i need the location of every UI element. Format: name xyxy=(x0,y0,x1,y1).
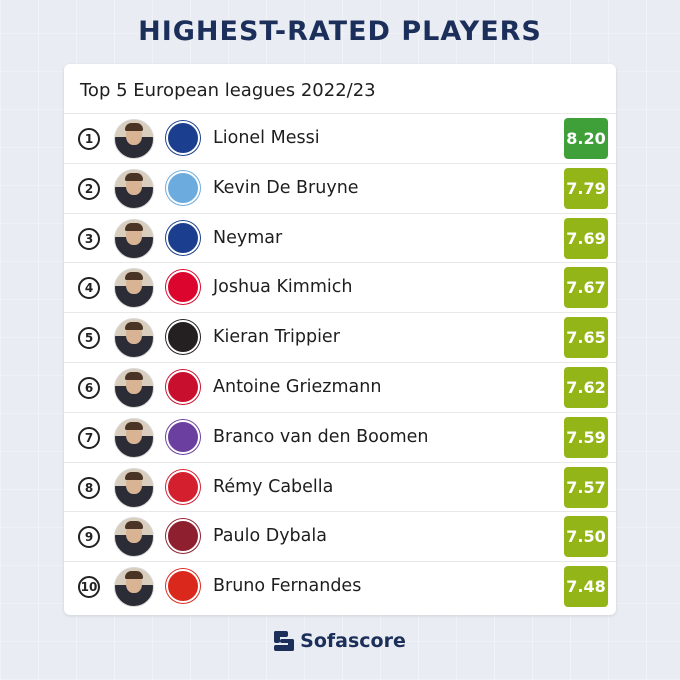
rating-badge: 7.59 xyxy=(564,416,608,458)
man-united-crest-icon xyxy=(166,569,200,604)
player-name: Kevin De Bruyne xyxy=(213,177,359,198)
rating-badge: 7.57 xyxy=(564,466,608,508)
player-row: 9 Paulo Dybala 7.50 xyxy=(64,511,616,561)
man-city-crest-icon xyxy=(166,170,200,205)
player-name: Joshua Kimmich xyxy=(213,277,353,298)
bayern-crest-icon xyxy=(166,270,200,305)
roma-crest-icon xyxy=(166,519,200,554)
ranking-card: Top 5 European leagues 2022/23 1 Lionel M… xyxy=(64,64,616,615)
psg-crest-icon xyxy=(166,220,200,255)
psg-crest-icon xyxy=(166,121,200,155)
player-avatar xyxy=(114,268,154,309)
player-row: 1 Lionel Messi 8.20 xyxy=(64,113,616,163)
lille-crest-icon xyxy=(166,469,200,504)
player-list: 1 Lionel Messi 8.20 2 Kevin De Bruyne 7.79 3 Ne… xyxy=(64,113,616,611)
player-row: 5 Kieran Trippier 7.65 xyxy=(64,312,616,362)
player-avatar xyxy=(114,467,154,508)
page-title: HIGHEST-RATED PLAYERS xyxy=(138,16,542,47)
player-name: Kieran Trippier xyxy=(213,327,340,348)
rank-badge: 10 xyxy=(78,576,100,599)
player-row: 2 Kevin De Bruyne 7.79 xyxy=(64,162,616,213)
sofascore-logo-icon xyxy=(274,631,295,651)
rating-badge: 7.48 xyxy=(564,566,608,608)
player-name: Rémy Cabella xyxy=(213,476,334,497)
card-subtitle: Top 5 European leagues 2022/23 xyxy=(80,80,376,101)
player-row: 6 Antoine Griezmann 7.62 xyxy=(64,361,616,412)
player-name: Neymar xyxy=(213,227,283,248)
footer: Sofascore xyxy=(0,630,680,652)
player-name: Antoine Griezmann xyxy=(213,376,382,397)
player-row: 7 Branco van den Boomen 7.59 xyxy=(64,411,616,462)
player-avatar xyxy=(114,517,154,558)
player-avatar xyxy=(114,367,154,408)
rating-badge: 7.50 xyxy=(564,516,608,558)
rating-badge: 8.20 xyxy=(564,118,608,159)
brand-name: Sofascore xyxy=(300,630,406,652)
player-avatar xyxy=(114,417,154,458)
atletico-crest-icon xyxy=(166,369,200,404)
rating-badge: 7.67 xyxy=(564,267,608,309)
rating-badge: 7.62 xyxy=(564,366,608,408)
player-name: Branco van den Boomen xyxy=(213,426,429,447)
player-avatar xyxy=(114,119,154,159)
player-row: 10 Bruno Fernandes 7.48 xyxy=(64,561,616,611)
player-name: Lionel Messi xyxy=(213,128,320,148)
newcastle-crest-icon xyxy=(166,320,200,355)
rating-badge: 7.79 xyxy=(564,167,608,209)
player-avatar xyxy=(114,567,154,608)
player-name: Bruno Fernandes xyxy=(213,576,362,597)
rank-badge: 1 xyxy=(78,128,100,150)
player-avatar xyxy=(114,168,154,209)
rating-badge: 7.69 xyxy=(564,217,608,259)
player-row: 3 Neymar 7.69 xyxy=(64,212,616,263)
toulouse-crest-icon xyxy=(166,419,200,454)
rating-badge: 7.65 xyxy=(564,317,608,359)
player-name: Paulo Dybala xyxy=(213,526,327,547)
player-avatar xyxy=(114,218,154,259)
player-avatar xyxy=(114,318,154,359)
rank-badge: 4 xyxy=(78,277,100,300)
rank-badge: 6 xyxy=(78,376,100,399)
player-row: 4 Joshua Kimmich 7.67 xyxy=(64,262,616,312)
player-row: 8 Rémy Cabella 7.57 xyxy=(64,461,616,512)
rank-badge: 7 xyxy=(78,426,100,449)
rank-badge: 8 xyxy=(78,476,100,499)
rank-badge: 3 xyxy=(78,227,100,250)
rank-badge: 2 xyxy=(78,177,100,200)
rank-badge: 9 xyxy=(78,526,100,549)
rank-badge: 5 xyxy=(78,327,100,350)
